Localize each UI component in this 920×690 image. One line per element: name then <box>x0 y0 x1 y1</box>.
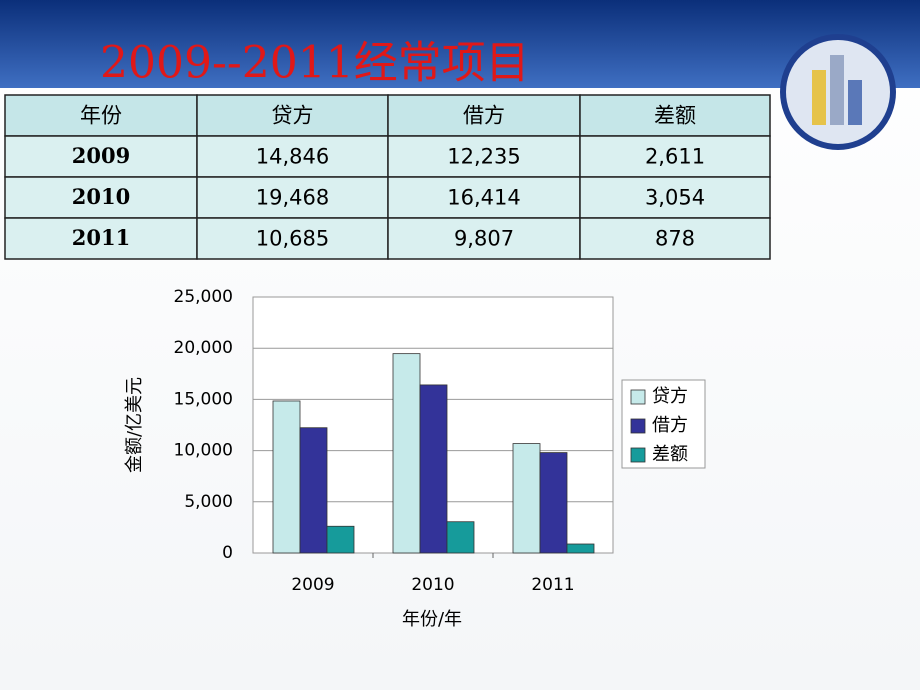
table-cell <box>579 176 771 219</box>
table-cell-text: 16,414 <box>447 186 520 210</box>
bar <box>326 525 355 554</box>
table-cell <box>579 94 771 137</box>
logo-bar <box>812 70 826 125</box>
legend-label: 借方 <box>652 415 688 436</box>
y-tick-label: 15,000 <box>174 389 233 409</box>
x-tick-label: 2009 <box>291 575 334 595</box>
table-cell <box>196 135 389 178</box>
bar <box>392 353 421 554</box>
table-cell <box>579 135 771 178</box>
legend-label: 贷方 <box>652 386 688 407</box>
y-tick-label: 5,000 <box>184 492 233 512</box>
x-axis-title: 年份/年 <box>402 609 462 630</box>
table-cell-text: 3,054 <box>645 186 705 210</box>
legend-swatch <box>630 389 646 405</box>
logo-bar <box>830 55 844 125</box>
header-band <box>0 0 920 88</box>
table-cell <box>4 135 198 178</box>
table-cell <box>196 94 389 137</box>
legend-swatch <box>630 447 646 463</box>
table-cell <box>387 217 581 260</box>
table-header-cell: 年份 <box>80 104 122 128</box>
x-tick-label: 2011 <box>531 575 574 595</box>
slide-title: 2009--2011经常项目 <box>100 38 530 89</box>
table-cell-text: 14,846 <box>256 145 329 169</box>
legend-swatch <box>630 418 646 434</box>
table-cell-text: 878 <box>655 227 695 251</box>
bar <box>539 452 568 554</box>
table-header-cell: 借方 <box>463 104 505 128</box>
table-cell-text: 2,611 <box>645 145 705 169</box>
y-tick-label: 25,000 <box>174 287 233 307</box>
table-header-cell: 贷方 <box>272 104 314 128</box>
table-cell-text: 9,807 <box>454 227 514 251</box>
table-cell <box>387 94 581 137</box>
bar <box>299 427 328 554</box>
logo-bar <box>848 80 862 125</box>
table-cell-text: 2010 <box>72 184 130 209</box>
bar <box>446 521 475 554</box>
y-tick-label: 20,000 <box>174 338 233 358</box>
table-cell-text: 2009 <box>72 143 130 168</box>
table-cell <box>4 176 198 219</box>
bar <box>272 400 301 554</box>
table-cell <box>196 176 389 219</box>
bar <box>419 384 448 554</box>
table-cell-text: 19,468 <box>256 186 329 210</box>
bar <box>512 443 541 554</box>
y-tick-label: 10,000 <box>174 441 233 461</box>
legend-label: 差额 <box>652 444 688 465</box>
table-cell <box>387 176 581 219</box>
table-header-cell: 差额 <box>654 104 696 128</box>
y-tick-label: 0 <box>222 543 233 563</box>
y-axis-title: 金额/亿美元 <box>124 377 145 473</box>
x-tick-label: 2010 <box>411 575 454 595</box>
bar <box>566 543 595 554</box>
table-cell-text: 12,235 <box>447 145 520 169</box>
table-cell-text: 10,685 <box>256 227 329 251</box>
table-cell <box>579 217 771 260</box>
table-cell-text: 2011 <box>72 225 130 250</box>
